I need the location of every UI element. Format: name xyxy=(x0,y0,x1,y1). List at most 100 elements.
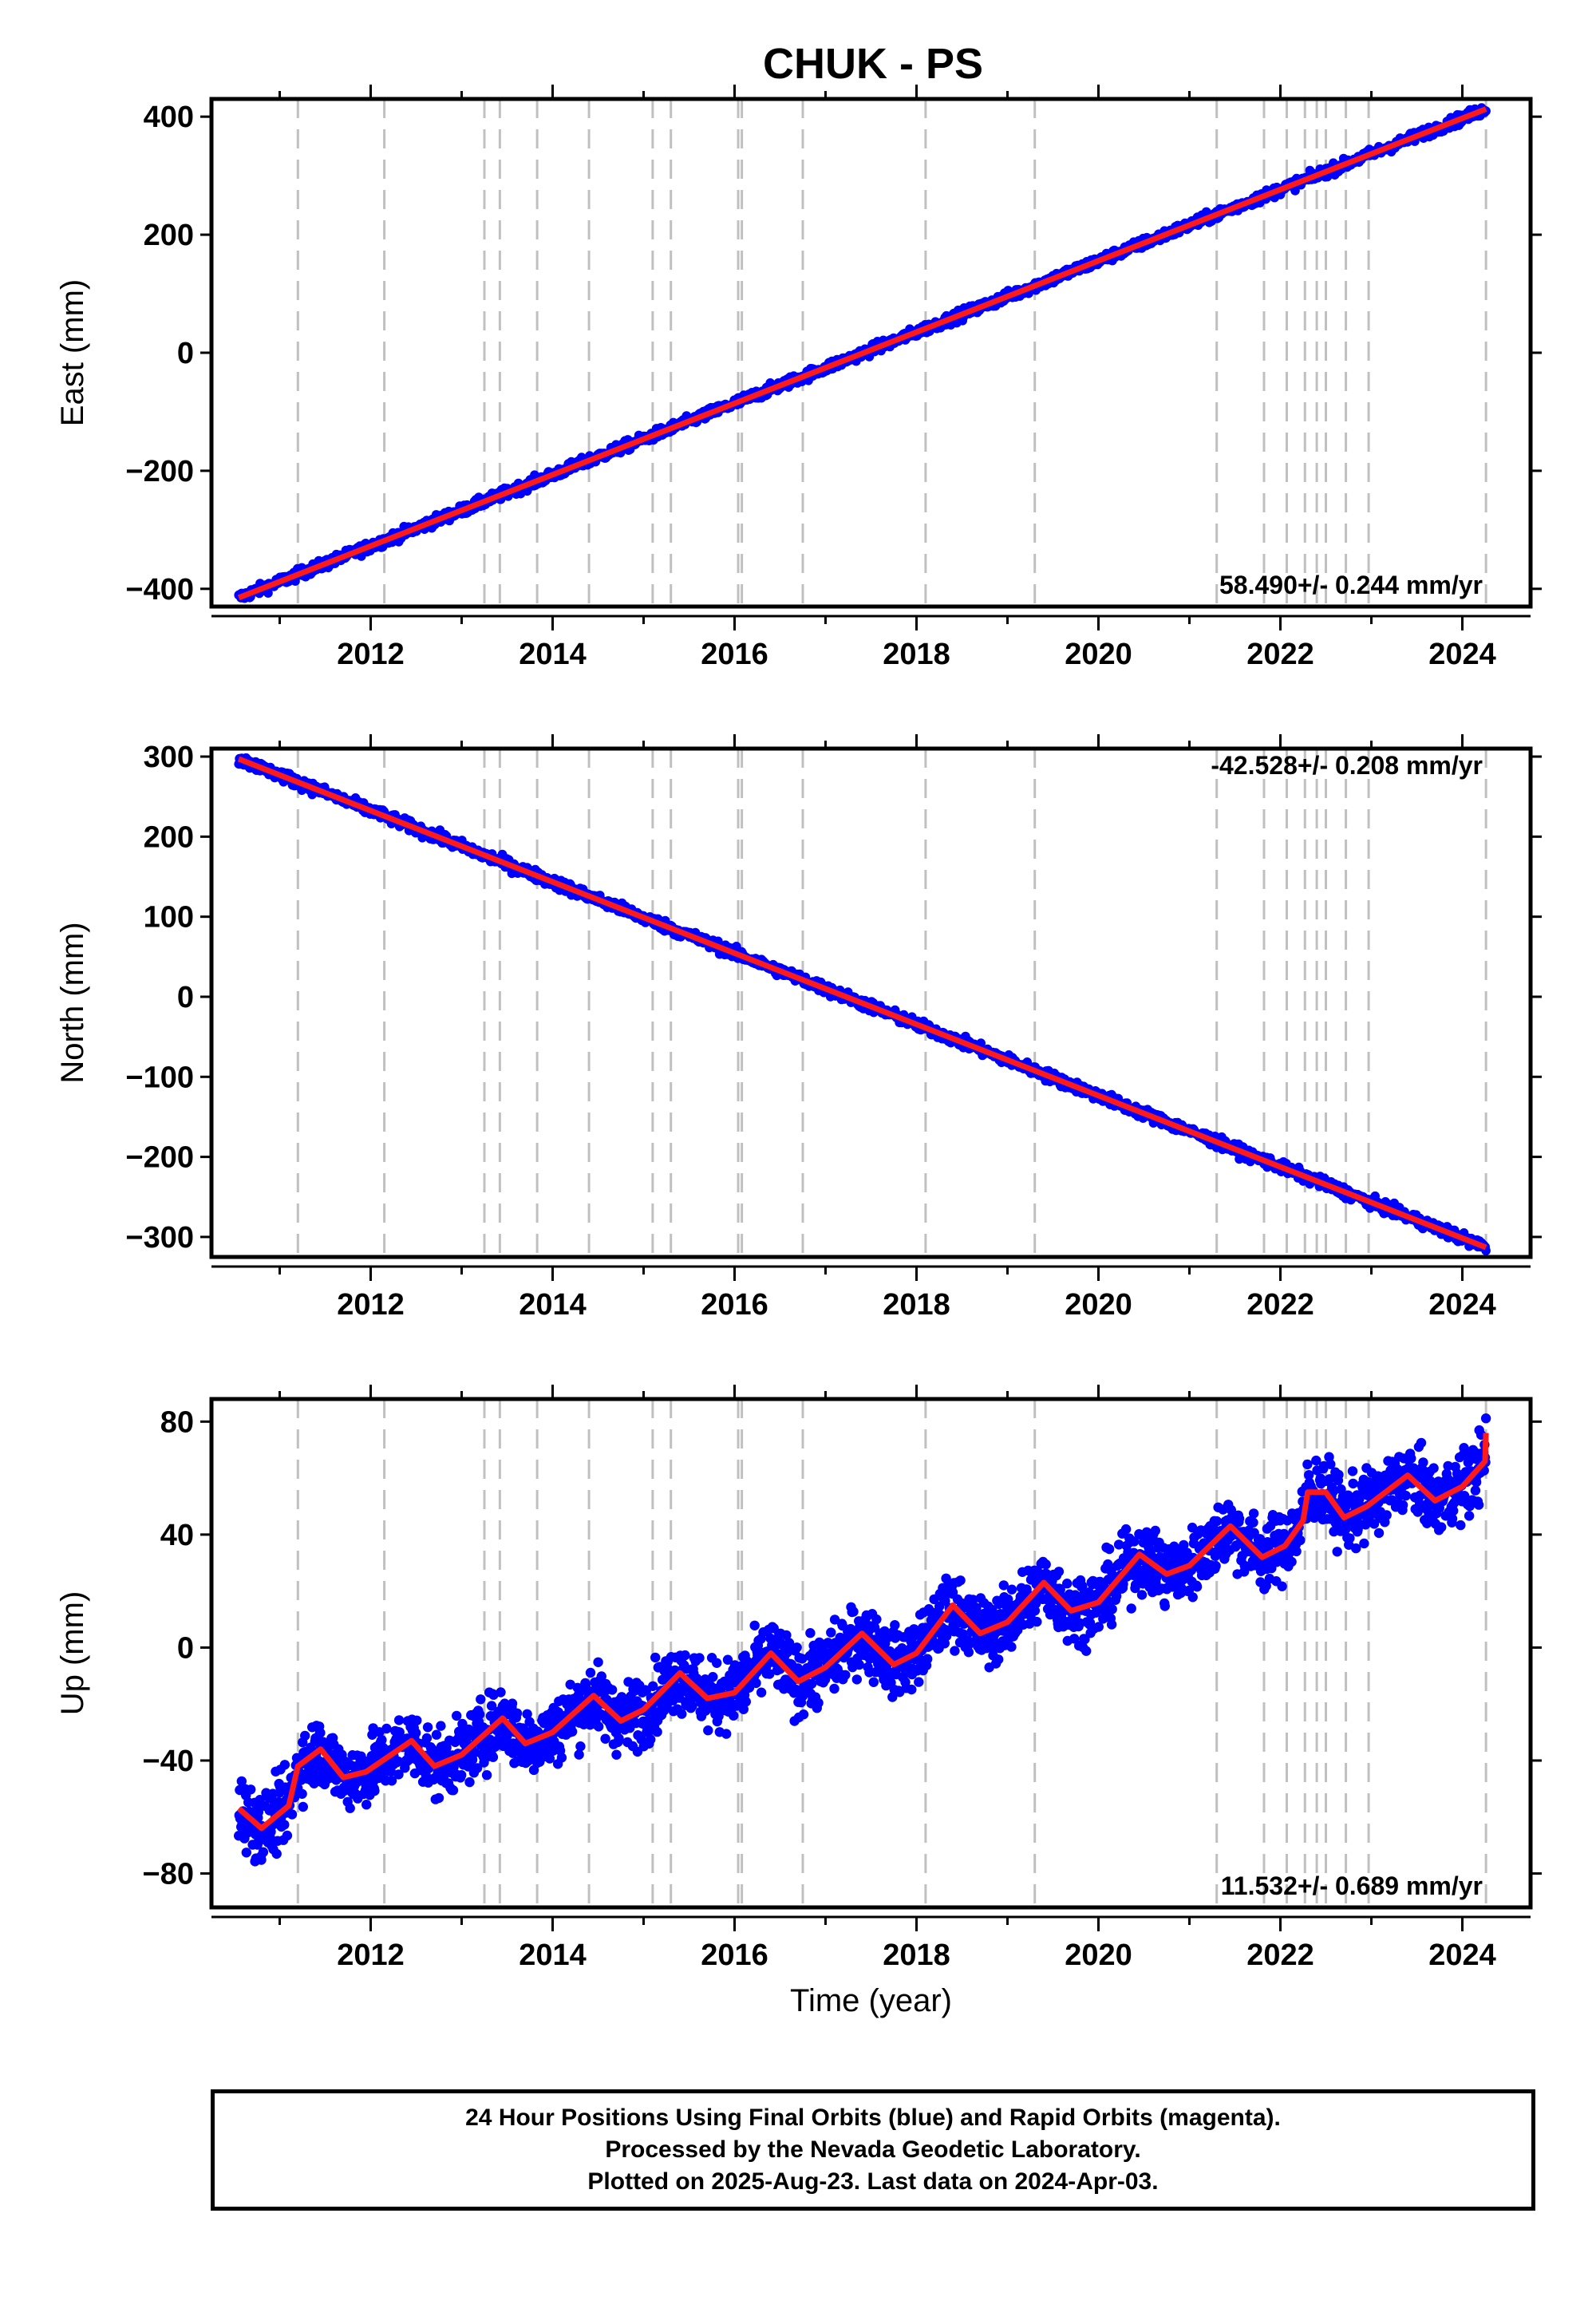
y-tick-label: −200 xyxy=(125,455,194,488)
data-point xyxy=(708,1672,718,1682)
data-point xyxy=(807,1678,817,1689)
y-tick-label: 200 xyxy=(144,219,194,252)
data-point xyxy=(840,1670,851,1680)
data-point xyxy=(848,1607,859,1617)
x-tick-label: 2016 xyxy=(701,1288,768,1322)
rate-label: 58.490+/- 0.244 mm/yr xyxy=(1219,571,1483,599)
data-point xyxy=(646,1734,656,1745)
data-point xyxy=(721,1729,732,1739)
data-point xyxy=(369,1785,380,1796)
x-tick-label: 2014 xyxy=(519,1288,587,1322)
data-point xyxy=(567,1726,578,1737)
data-point xyxy=(507,1698,518,1709)
model-line xyxy=(237,106,1487,601)
data-point xyxy=(448,1785,459,1796)
data-point xyxy=(781,1630,792,1641)
data-point xyxy=(829,1614,840,1625)
data-point xyxy=(851,1674,863,1685)
data-point xyxy=(377,1735,387,1745)
data-point xyxy=(464,1777,475,1788)
data-point xyxy=(315,1728,326,1738)
data-point xyxy=(611,1749,622,1760)
data-point xyxy=(606,1685,618,1695)
data-point xyxy=(486,1701,497,1711)
data-point xyxy=(703,1725,713,1736)
data-point xyxy=(522,1709,532,1719)
data-point xyxy=(431,1729,442,1740)
data-point xyxy=(298,1801,308,1812)
data-point xyxy=(593,1657,603,1667)
data-point xyxy=(300,1730,310,1741)
data-point xyxy=(687,1701,697,1711)
data-point xyxy=(488,1752,499,1762)
x-tick-label: 2020 xyxy=(1065,1288,1132,1322)
data-point xyxy=(286,1809,298,1820)
x-tick-label: 2018 xyxy=(883,638,950,671)
data-point xyxy=(749,1620,760,1631)
plot-frame xyxy=(209,746,1533,1259)
data-point xyxy=(756,1687,767,1697)
x-tick-label: 2024 xyxy=(1428,1288,1496,1322)
rate-label: -42.528+/- 0.208 mm/yr xyxy=(1211,751,1483,780)
y-tick-label: 400 xyxy=(144,101,194,134)
model-line xyxy=(237,756,1487,1251)
data-point xyxy=(356,1751,366,1761)
data-point xyxy=(871,1614,882,1625)
data-point xyxy=(829,1683,839,1694)
data-point xyxy=(258,1847,269,1857)
data-point xyxy=(600,1733,610,1744)
data-point xyxy=(907,1684,917,1695)
data-point xyxy=(474,1709,485,1720)
data-point xyxy=(476,1694,486,1705)
data-point xyxy=(614,1733,624,1744)
chart-title: CHUK - PS xyxy=(763,40,983,88)
data-point xyxy=(680,1650,690,1661)
x-tick-label: 2020 xyxy=(1065,638,1132,671)
data-point xyxy=(722,1654,733,1665)
data-point xyxy=(887,1692,898,1702)
data-point xyxy=(596,1671,606,1682)
data-point xyxy=(976,1038,986,1048)
y-tick-label: −100 xyxy=(125,1061,194,1094)
x-tick-label: 2016 xyxy=(701,638,768,671)
data-point xyxy=(456,1770,467,1780)
data-point xyxy=(854,1659,865,1670)
data-point xyxy=(713,1711,724,1721)
data-point xyxy=(481,1770,492,1780)
data-point xyxy=(650,1652,661,1663)
data-point xyxy=(412,1715,422,1725)
data-point xyxy=(393,1769,404,1780)
data-point xyxy=(585,1667,596,1678)
data-point xyxy=(246,1784,256,1795)
event-lines xyxy=(296,99,1487,607)
data-point xyxy=(729,1710,739,1721)
panel-up: 2012 2014 2016 2018 2020 2022 2024−80−4004080U… xyxy=(55,1385,1542,2018)
data-point xyxy=(868,1677,879,1687)
data-point xyxy=(738,1704,749,1714)
data-point xyxy=(421,1733,433,1744)
y-tick-label: 300 xyxy=(144,741,194,774)
event-lines xyxy=(296,749,1487,1257)
data-point xyxy=(712,1658,722,1668)
data-point xyxy=(496,1687,506,1697)
data-point xyxy=(436,1721,446,1731)
data-point xyxy=(271,1848,282,1860)
y-tick-label: 200 xyxy=(144,820,194,854)
y-tick-label: 100 xyxy=(144,901,194,935)
data-point xyxy=(236,1776,247,1787)
x-tick-label: 2024 xyxy=(1428,638,1496,671)
data-point xyxy=(594,1721,604,1732)
y-tick-label: −300 xyxy=(125,1221,194,1255)
data-point xyxy=(677,1709,687,1719)
data-point xyxy=(393,1715,405,1725)
x-tick-label: 2012 xyxy=(337,638,405,671)
y-tick-label: 0 xyxy=(177,337,194,370)
data-point xyxy=(751,1678,761,1689)
y-tick-label: 0 xyxy=(177,981,194,1014)
data-point xyxy=(386,1776,397,1786)
y-axis-label: North (mm) xyxy=(55,922,90,1083)
data-point xyxy=(361,1800,372,1810)
data-point xyxy=(502,1731,512,1741)
x-tick-label: 2022 xyxy=(1246,638,1314,671)
